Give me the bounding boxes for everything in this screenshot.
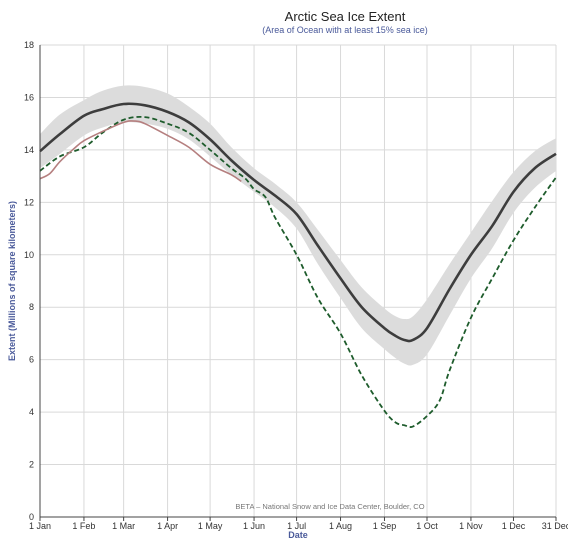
x-tick-label: 1 Dec xyxy=(502,521,526,531)
dashed-series-line xyxy=(39,115,557,428)
series-lines xyxy=(39,102,557,428)
interdecile-range-band xyxy=(40,85,556,366)
y-tick-label: 18 xyxy=(24,40,34,50)
y-tick-label: 4 xyxy=(29,407,34,417)
y-tick-label: 8 xyxy=(29,302,34,312)
interdecile-band xyxy=(40,85,556,366)
axes xyxy=(39,45,557,521)
y-tick-label: 6 xyxy=(29,355,34,365)
chart-subtitle: (Area of Ocean with at least 15% sea ice… xyxy=(262,25,428,35)
x-tick-label: 1 Aug xyxy=(329,521,352,531)
y-tick-labels: 0 2 4 6 8 10 12 14 16 18 xyxy=(24,40,34,522)
x-tick-label: 1 Jul xyxy=(287,521,306,531)
credit-text: BETA – National Snow and Ice Data Center… xyxy=(235,502,424,511)
x-tick-label: 1 May xyxy=(198,521,223,531)
median-series-line xyxy=(39,102,557,343)
x-tick-label: 1 Apr xyxy=(157,521,178,531)
x-tick-label: 1 Oct xyxy=(416,521,438,531)
chart-title: Arctic Sea Ice Extent xyxy=(285,9,406,24)
x-tick-label: 1 Nov xyxy=(459,521,483,531)
y-tick-label: 16 xyxy=(24,92,34,102)
x-tick-label: 1 Mar xyxy=(112,521,135,531)
x-axis-label: Date xyxy=(288,530,308,540)
x-tick-label: 1 Jun xyxy=(243,521,265,531)
y-tick-label: 14 xyxy=(24,145,34,155)
x-tick-label: 1 Jan xyxy=(29,521,51,531)
y-axis-label: Extent (Millions of square kilometers) xyxy=(7,201,17,361)
x-tick-label: 31 Dec xyxy=(542,521,568,531)
x-tick-label: 1 Feb xyxy=(72,521,95,531)
y-tick-label: 2 xyxy=(29,460,34,470)
x-tick-labels: 1 Jan 1 Feb 1 Mar 1 Apr 1 May 1 Jun 1 Jul 1 Aug… xyxy=(29,521,568,531)
y-tick-label: 12 xyxy=(24,197,34,207)
y-tick-label: 0 xyxy=(29,512,34,522)
x-tick-label: 1 Sep xyxy=(373,521,397,531)
y-tick-label: 10 xyxy=(24,250,34,260)
current-series-line xyxy=(39,120,242,183)
